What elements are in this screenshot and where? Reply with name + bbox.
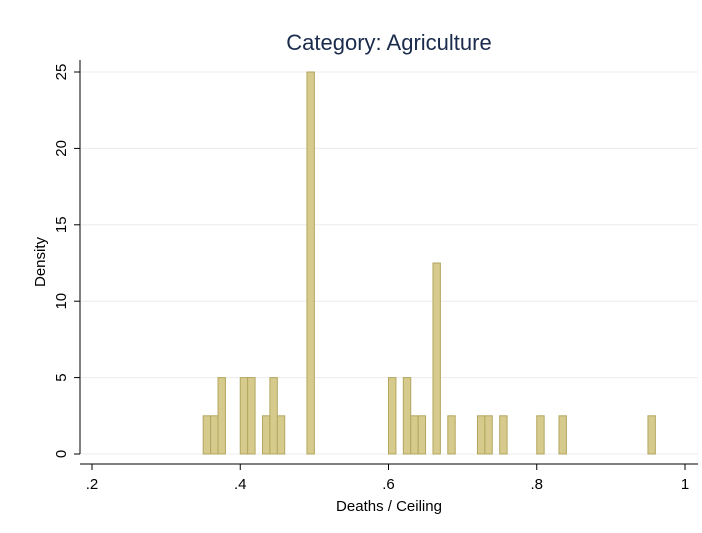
histogram-bar bbox=[269, 377, 278, 455]
histogram-bar bbox=[261, 415, 271, 455]
grid-lines bbox=[81, 71, 698, 455]
histogram-bar bbox=[647, 415, 656, 455]
histogram-bar bbox=[432, 262, 441, 455]
histogram-bar bbox=[306, 71, 315, 455]
y-axis-ticks: 0 5 10 15 20 25 bbox=[53, 64, 80, 458]
y-tick-label: 5 bbox=[53, 373, 70, 381]
x-tick-label: .6 bbox=[382, 476, 395, 493]
histogram-bar bbox=[499, 415, 508, 455]
histogram-bar bbox=[217, 377, 226, 455]
x-axis-label: Deaths / Ceiling bbox=[336, 498, 442, 515]
histogram-bar bbox=[202, 415, 212, 455]
histogram-bar bbox=[239, 377, 249, 455]
histogram-bar bbox=[536, 415, 545, 455]
histogram-bar bbox=[410, 415, 419, 455]
x-tick-label: .8 bbox=[530, 476, 543, 493]
x-tick-label: .4 bbox=[234, 476, 247, 493]
x-tick-label: .2 bbox=[86, 476, 99, 493]
histogram-bar bbox=[402, 377, 412, 455]
histogram-bar bbox=[247, 377, 256, 455]
histogram-bar bbox=[447, 415, 456, 455]
histogram-bar bbox=[417, 415, 427, 455]
chart-title: Category: Agriculture bbox=[286, 30, 491, 55]
histogram-bar bbox=[388, 377, 397, 455]
histogram-bar bbox=[476, 415, 486, 455]
histogram-bar bbox=[276, 415, 286, 455]
histogram-bar bbox=[558, 415, 567, 455]
y-tick-label: 25 bbox=[53, 64, 70, 81]
y-tick-label: 10 bbox=[53, 293, 70, 310]
histogram-bar bbox=[210, 415, 219, 455]
histogram-bar bbox=[484, 415, 493, 455]
x-tick-label: 1 bbox=[681, 476, 689, 493]
y-axis-label: Density bbox=[32, 236, 49, 287]
y-tick-label: 0 bbox=[53, 450, 70, 458]
x-axis-ticks: .2 .4 .6 .8 1 bbox=[86, 464, 689, 493]
y-tick-label: 15 bbox=[53, 216, 70, 233]
bars bbox=[202, 71, 656, 455]
y-tick-label: 20 bbox=[53, 140, 70, 157]
